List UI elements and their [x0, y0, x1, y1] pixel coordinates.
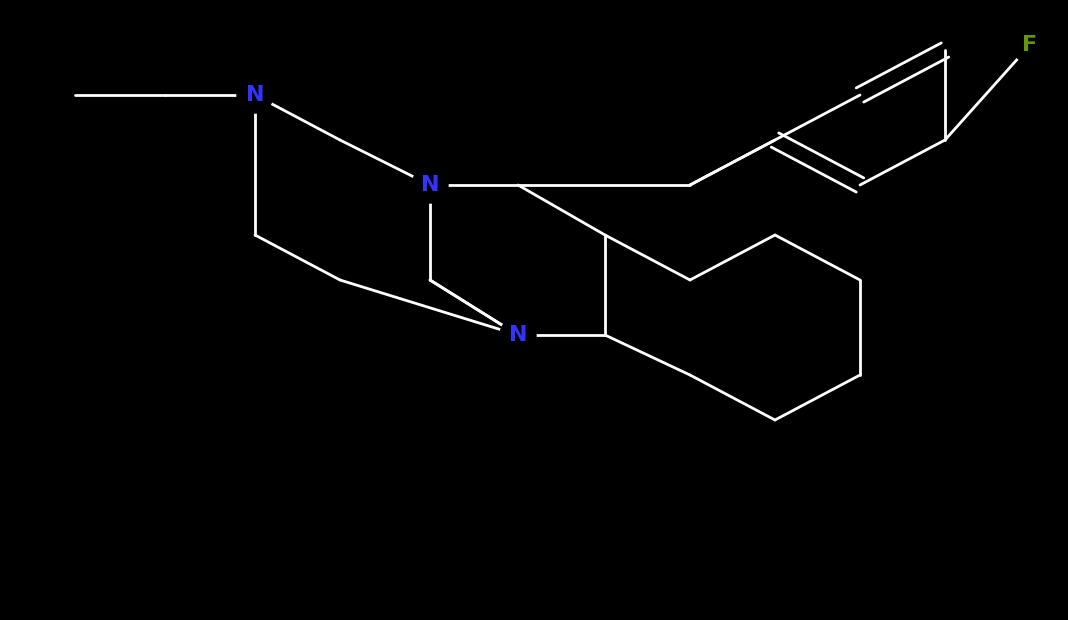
Text: F: F — [1022, 35, 1038, 55]
Text: N: N — [421, 175, 439, 195]
Text: N: N — [246, 85, 264, 105]
Circle shape — [412, 167, 447, 203]
Text: N: N — [508, 325, 528, 345]
Circle shape — [237, 77, 273, 113]
Circle shape — [500, 317, 536, 353]
Circle shape — [1012, 27, 1048, 63]
